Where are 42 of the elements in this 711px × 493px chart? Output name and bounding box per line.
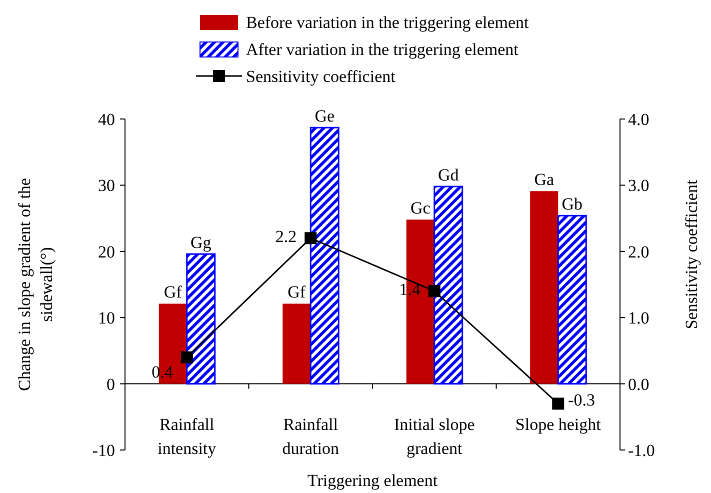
x-tick-label: Initial slope gradient: [394, 414, 475, 458]
data-label: 2.2: [275, 227, 297, 246]
bar: [530, 191, 558, 384]
y-tick-label: 40: [98, 110, 115, 129]
data-label: Gf: [288, 282, 306, 302]
point: [304, 232, 317, 244]
point: [180, 351, 193, 364]
y2-tick-label: 4.0: [628, 110, 650, 129]
data-label: Gb: [562, 194, 583, 214]
y-tick-label: 0: [106, 374, 115, 394]
x-axis-title: Triggering element: [307, 471, 438, 490]
y2-tick-label: -1.0: [628, 440, 655, 460]
bar: [310, 126, 340, 385]
y-tick-label: 30: [98, 176, 115, 196]
data-label: -0.3: [568, 390, 596, 410]
point: [428, 285, 440, 298]
bar: [186, 253, 216, 385]
legend-label: Sensitivity coefficient: [246, 66, 396, 86]
y2-tick-label: 1.0: [628, 308, 650, 328]
y2-axis-title: Sensitivity coefficient: [682, 180, 701, 330]
data-label: Ga: [534, 170, 554, 190]
y-tick-label: 10: [98, 308, 115, 328]
y2-tick-label: 0.0: [628, 374, 650, 394]
data-label: Gg: [190, 233, 212, 252]
data-label: Gf: [164, 282, 182, 302]
y2-tick-label: 2.0: [628, 242, 650, 262]
y-axis-title: Change in slope gradient of the sidewall(°): [15, 178, 56, 391]
data-label: Gc: [410, 198, 431, 218]
data-label: Ge: [314, 106, 335, 126]
point: [552, 398, 564, 410]
y-tick-label: 20: [98, 242, 115, 262]
x-tick-label: Rainfall duration: [282, 414, 340, 458]
x-tick-label: Slope height: [515, 414, 602, 434]
bar: [282, 304, 311, 384]
y2-tick-label: 3.0: [628, 176, 650, 196]
legend-label: After variation in the triggering element: [246, 40, 519, 59]
bar: [557, 214, 587, 385]
y-tick-label: -10: [92, 440, 115, 460]
bar: [434, 186, 464, 385]
legend-label: Before variation in the triggering element: [246, 12, 530, 32]
x-tick-label: Rainfall intensity: [158, 414, 217, 458]
data-label: Gd: [438, 166, 460, 185]
